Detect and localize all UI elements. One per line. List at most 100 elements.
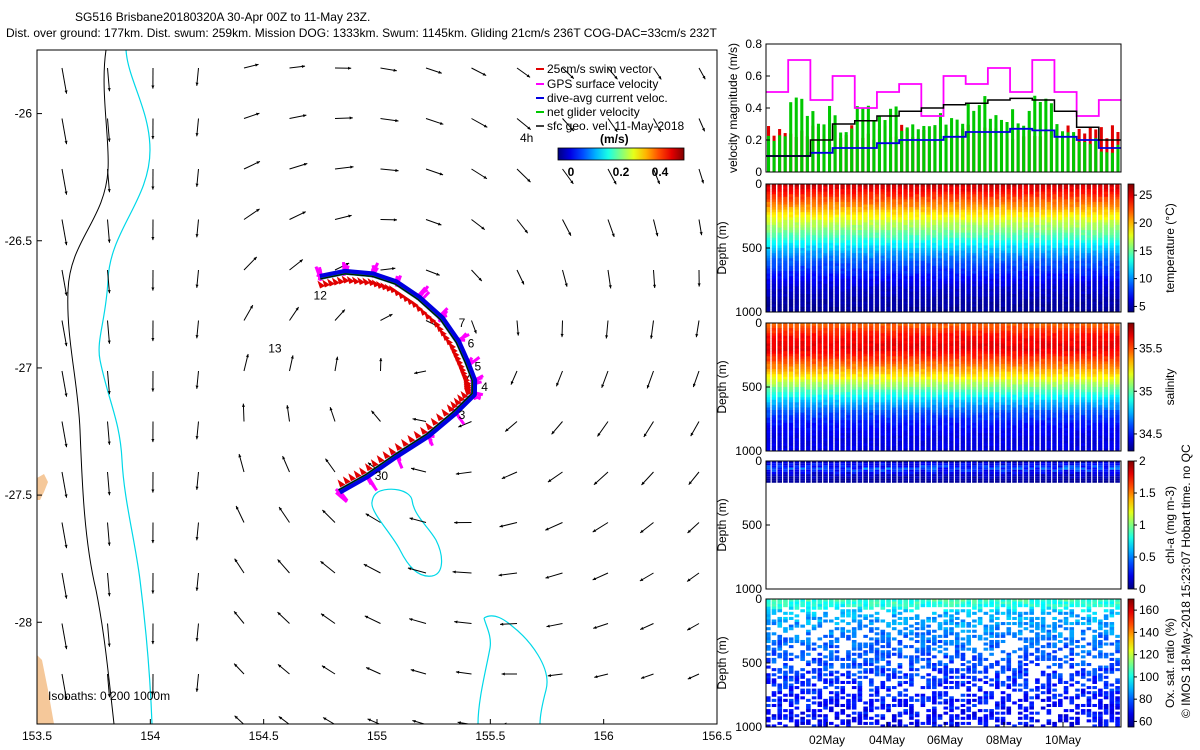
section-cell (840, 209, 845, 213)
section-cell (1058, 301, 1063, 305)
section-cell (788, 366, 794, 370)
section-cell (972, 296, 977, 300)
section-cell (869, 245, 874, 249)
section-cell (788, 358, 794, 362)
section-cell (1109, 209, 1114, 213)
section-cell (794, 258, 799, 262)
section-cell (937, 265, 943, 269)
section-cell (823, 340, 828, 344)
section-cell (869, 224, 874, 228)
section-cell (766, 288, 771, 292)
section-cell (1023, 248, 1028, 251)
section-cell (1023, 258, 1028, 262)
section-cell (777, 330, 782, 334)
section-cell (1000, 294, 1006, 298)
section-cell (806, 376, 811, 380)
section-cell (1058, 207, 1063, 210)
section-cell (1103, 194, 1109, 198)
section-cell (834, 420, 840, 424)
section-cell (932, 258, 937, 262)
section-cell (863, 248, 868, 251)
section-cell (1023, 222, 1028, 226)
section-cell (1029, 201, 1034, 205)
section-cell (777, 184, 782, 187)
section-cell (1029, 288, 1034, 292)
section-cell (1058, 196, 1063, 200)
section-cell (840, 242, 845, 246)
section-cell (1035, 265, 1040, 269)
section-cell (1006, 201, 1011, 205)
section-cell (817, 340, 822, 344)
section-cell (1092, 286, 1097, 290)
section-cell (1035, 194, 1040, 198)
section-cell (1012, 204, 1017, 208)
velocity-arrow (234, 558, 245, 574)
section-cell (851, 379, 857, 383)
section-cell (891, 235, 897, 239)
section-cell (914, 268, 920, 272)
section-cell (914, 235, 920, 239)
section-cell (1029, 268, 1034, 272)
section-cell (1017, 271, 1023, 274)
section-cell (777, 237, 782, 241)
section-cell (811, 415, 817, 419)
section-cell (851, 325, 857, 329)
velocity-arrow (547, 673, 563, 677)
section-cell (1098, 232, 1103, 236)
section-cell (823, 338, 828, 342)
velocity-bar (933, 125, 937, 172)
section-cell (817, 212, 822, 216)
section-cell (966, 207, 971, 210)
section-cell (886, 376, 891, 380)
section-cell (783, 381, 788, 385)
section-cell (817, 260, 822, 264)
section-cell (989, 230, 994, 234)
section-cell (983, 273, 988, 277)
section-cell (989, 253, 994, 257)
section-cell (926, 232, 931, 236)
section-cell (897, 323, 902, 326)
section-cell (1058, 271, 1063, 274)
section-cell (1115, 196, 1120, 200)
section-cell (857, 304, 862, 308)
section-cell (823, 376, 828, 380)
section-cell (1046, 255, 1051, 259)
section-cell (1052, 278, 1057, 282)
section-cell (811, 184, 817, 187)
section-cell (949, 273, 954, 277)
section-cell (869, 435, 874, 439)
velocity-arrow (380, 218, 398, 222)
section-cell (874, 235, 880, 239)
velocity-arrow (698, 168, 704, 184)
section-cell (1103, 253, 1109, 257)
section-cell (869, 189, 874, 193)
section-cell (777, 301, 782, 305)
section-cell (800, 281, 805, 285)
section-cell (811, 333, 817, 337)
section-cell (880, 422, 885, 426)
section-cell (926, 194, 931, 198)
section-cell (909, 379, 914, 383)
section-cell (909, 376, 914, 380)
section-cell (897, 333, 902, 337)
section-cell (857, 230, 862, 234)
section-cell (932, 194, 937, 198)
section-cell (1103, 217, 1109, 221)
section-cell (891, 448, 897, 452)
section-cell (828, 230, 834, 234)
section-cell (1063, 271, 1069, 274)
section-cell (943, 186, 948, 190)
velocity-arrow (107, 118, 111, 142)
section-cell (828, 199, 834, 203)
section-cell (834, 258, 840, 262)
section-cell (949, 240, 954, 244)
section-cell (766, 422, 771, 426)
section-cell (823, 448, 828, 452)
section-cell (840, 387, 845, 390)
section-cell (800, 438, 805, 442)
section-cell (880, 407, 885, 411)
section-cell (857, 412, 862, 416)
section-cell (817, 438, 822, 442)
section-cell (937, 255, 943, 259)
section-cell (834, 186, 840, 190)
